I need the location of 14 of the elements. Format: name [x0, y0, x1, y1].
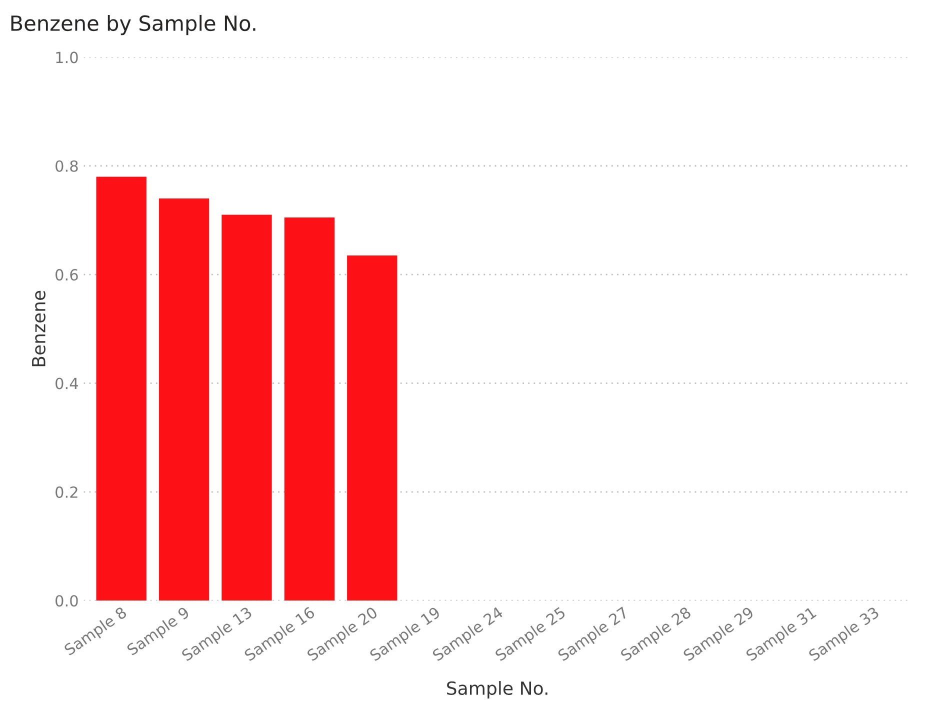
- y-tick-label: 0.0: [56, 595, 78, 607]
- bar: [347, 256, 398, 601]
- y-axis-title: Benzene: [32, 290, 46, 366]
- bar: [284, 218, 335, 601]
- y-tick-label: 0.2: [56, 486, 78, 498]
- y-tick-label: 0.4: [56, 378, 78, 390]
- bar: [158, 198, 210, 601]
- y-tick-label: 1.0: [56, 52, 78, 64]
- x-axis-title: Sample No.: [447, 681, 548, 699]
- bar: [96, 176, 146, 601]
- bar: [222, 214, 272, 601]
- chart-title: Benzene by Sample No.: [11, 14, 256, 36]
- y-tick-label: 0.8: [56, 160, 78, 172]
- y-tick-label: 0.6: [56, 269, 78, 281]
